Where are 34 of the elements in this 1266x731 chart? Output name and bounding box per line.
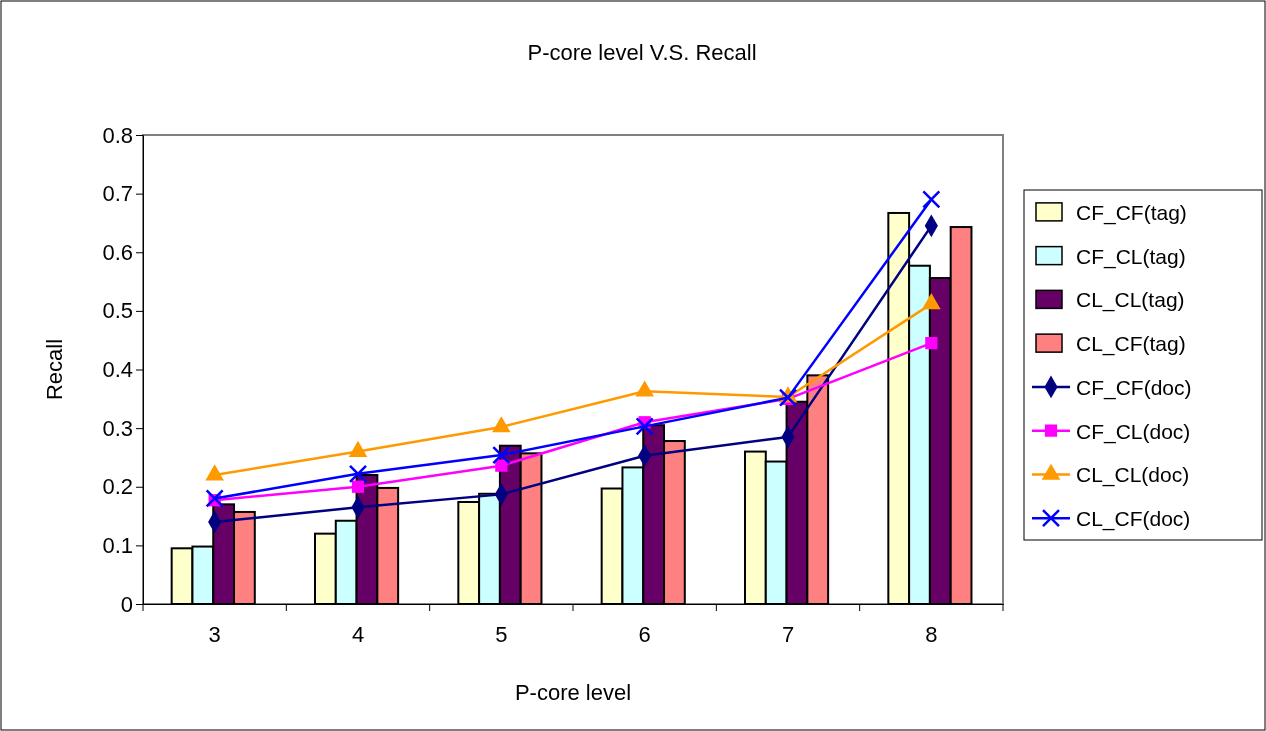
legend-label: CF_CL(doc): [1076, 419, 1191, 444]
point: [635, 417, 654, 436]
legend-label: CL_CF(tag): [1076, 332, 1186, 357]
y-tick-label: 0.4: [102, 357, 133, 383]
legend-label: CL_CF(doc): [1076, 507, 1191, 532]
x-tick-label: 5: [495, 622, 508, 648]
x-tick-label: 4: [351, 622, 365, 648]
legend-label: CL_CL(doc): [1076, 463, 1190, 488]
x-tick-label: 6: [638, 622, 651, 648]
y-tick-label: 0.5: [102, 298, 133, 324]
y-tick-label: 0.1: [102, 532, 133, 558]
legend-label: CL_CL(tag): [1076, 288, 1185, 313]
x-axis-title: P-core level: [514, 680, 632, 705]
point: [492, 445, 511, 465]
y-tick-label: 0.7: [102, 181, 133, 207]
point: [348, 464, 368, 484]
point: [351, 480, 365, 493]
legend-label: CF_CF(tag): [1076, 200, 1187, 225]
x-tick-label: 7: [781, 622, 795, 648]
point: [925, 336, 938, 350]
y-axis-title: Recall: [42, 338, 67, 401]
x-tick-label: 3: [208, 622, 221, 648]
legend-label: CF_CF(doc): [1076, 375, 1192, 400]
legend-label: CF_CL(tag): [1076, 244, 1186, 269]
chart-title: P-core level V.S. Recall: [527, 40, 757, 65]
y-tick-label: 0: [120, 591, 133, 617]
point: [922, 190, 941, 209]
point: [778, 388, 798, 407]
y-tick-label: 0.2: [102, 474, 133, 500]
x-tick-label: 8: [925, 622, 938, 648]
y-tick-label: 0.6: [102, 239, 133, 265]
y-tick-label: 0.3: [102, 415, 133, 441]
y-tick-label: 0.8: [102, 122, 133, 148]
point: [205, 489, 224, 508]
